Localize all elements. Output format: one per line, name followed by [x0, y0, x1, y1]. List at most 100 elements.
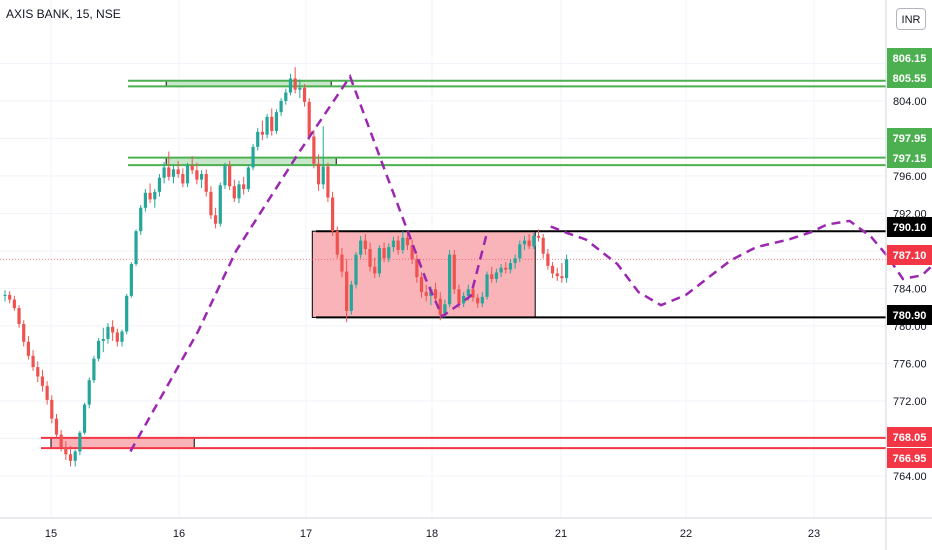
candle-88[interactable] — [415, 254, 419, 283]
candle-4[interactable] — [22, 320, 26, 347]
price-tag-1[interactable]: 805.55 — [887, 68, 932, 88]
candle-76[interactable] — [359, 235, 363, 259]
candle-112[interactable] — [527, 234, 531, 250]
candle-46[interactable] — [218, 182, 222, 227]
candle-54[interactable] — [256, 128, 260, 151]
candle-38[interactable] — [181, 168, 185, 188]
price-tag-5[interactable]: 787.10 — [887, 245, 932, 265]
candle-21[interactable] — [101, 327, 105, 353]
candle-82[interactable] — [387, 243, 391, 263]
candle-106[interactable] — [499, 264, 503, 278]
candle-75[interactable] — [354, 251, 358, 289]
currency-badge[interactable]: INR — [896, 8, 926, 30]
candle-24[interactable] — [115, 328, 119, 347]
candle-118[interactable] — [555, 267, 559, 281]
candle-15[interactable] — [73, 449, 77, 467]
candle-58[interactable] — [274, 109, 279, 134]
candle-10[interactable] — [50, 395, 54, 424]
candle-78[interactable] — [368, 242, 372, 272]
candle-90[interactable] — [424, 284, 428, 302]
candle-81[interactable] — [382, 242, 386, 263]
candle-86[interactable] — [405, 233, 410, 250]
candle-25[interactable] — [120, 329, 124, 347]
candle-84[interactable] — [396, 235, 400, 255]
candle-51[interactable] — [242, 176, 246, 195]
candle-55[interactable] — [260, 120, 264, 141]
candle-16[interactable] — [78, 430, 82, 456]
candle-18[interactable] — [87, 377, 91, 409]
candle-26[interactable] — [125, 293, 129, 335]
candle-73[interactable] — [345, 259, 349, 323]
candle-62[interactable] — [293, 67, 297, 94]
candle-101[interactable] — [476, 293, 480, 309]
candle-57[interactable] — [270, 108, 274, 136]
candle-49[interactable] — [232, 179, 236, 203]
price-tag-2[interactable]: 797.95 — [887, 128, 932, 148]
candle-64[interactable] — [302, 84, 307, 107]
candle-103[interactable] — [485, 271, 489, 300]
candle-45[interactable] — [214, 207, 218, 229]
candle-92[interactable] — [433, 282, 438, 304]
candle-33[interactable] — [157, 174, 162, 197]
candle-114[interactable] — [536, 229, 541, 242]
candle-56[interactable] — [265, 114, 269, 139]
candle-110[interactable] — [518, 240, 522, 263]
candle-3[interactable] — [17, 305, 21, 328]
candle-61[interactable] — [288, 73, 293, 96]
price-tag-0[interactable]: 806.15 — [887, 48, 932, 68]
candle-48[interactable] — [228, 160, 232, 190]
price-tag-3[interactable]: 797.15 — [887, 148, 932, 168]
candle-95[interactable] — [448, 249, 452, 308]
candle-31[interactable] — [148, 183, 152, 204]
candle-28[interactable] — [134, 229, 138, 266]
candle-79[interactable] — [373, 257, 377, 279]
candle-39[interactable] — [185, 162, 190, 188]
candle-44[interactable] — [209, 186, 213, 220]
candle-13[interactable] — [64, 441, 68, 460]
candle-65[interactable] — [307, 98, 311, 141]
candle-20[interactable] — [97, 338, 101, 362]
candle-102[interactable] — [480, 292, 484, 308]
candle-71[interactable] — [335, 226, 339, 259]
candle-67[interactable] — [316, 154, 321, 191]
candle-30[interactable] — [143, 189, 147, 212]
zigzag-line-0[interactable] — [129, 73, 488, 453]
candle-119[interactable] — [560, 263, 564, 283]
candle-108[interactable] — [508, 259, 513, 274]
candle-116[interactable] — [546, 249, 550, 270]
candle-107[interactable] — [504, 262, 508, 274]
candle-89[interactable] — [419, 272, 424, 298]
candle-120[interactable] — [565, 254, 569, 283]
candle-29[interactable] — [139, 204, 143, 235]
candle-111[interactable] — [522, 235, 527, 250]
candle-22[interactable] — [106, 323, 110, 344]
zigzag-line-1[interactable] — [550, 219, 932, 307]
candle-117[interactable] — [550, 262, 555, 279]
candle-96[interactable] — [452, 249, 456, 294]
candle-63[interactable] — [298, 79, 302, 99]
candle-80[interactable] — [377, 245, 381, 278]
candle-36[interactable] — [171, 164, 176, 184]
candle-68[interactable] — [321, 126, 325, 190]
candle-93[interactable] — [438, 292, 442, 321]
candle-42[interactable] — [199, 170, 204, 189]
candle-72[interactable] — [340, 248, 344, 278]
candle-35[interactable] — [167, 151, 171, 181]
candle-8[interactable] — [40, 369, 45, 392]
candle-70[interactable] — [331, 191, 335, 236]
candle-40[interactable] — [190, 156, 194, 175]
candle-43[interactable] — [204, 169, 208, 197]
candle-98[interactable] — [462, 292, 466, 308]
candle-6[interactable] — [31, 350, 35, 371]
candle-19[interactable] — [92, 355, 96, 384]
candle-66[interactable] — [312, 129, 316, 169]
candle-14[interactable] — [68, 445, 73, 467]
candle-32[interactable] — [153, 189, 157, 208]
candle-69[interactable] — [326, 162, 330, 203]
candle-52[interactable] — [246, 164, 250, 192]
candle-77[interactable] — [363, 234, 367, 255]
demand-zone[interactable] — [50, 437, 195, 449]
candle-74[interactable] — [349, 280, 353, 315]
candle-59[interactable] — [279, 98, 283, 116]
